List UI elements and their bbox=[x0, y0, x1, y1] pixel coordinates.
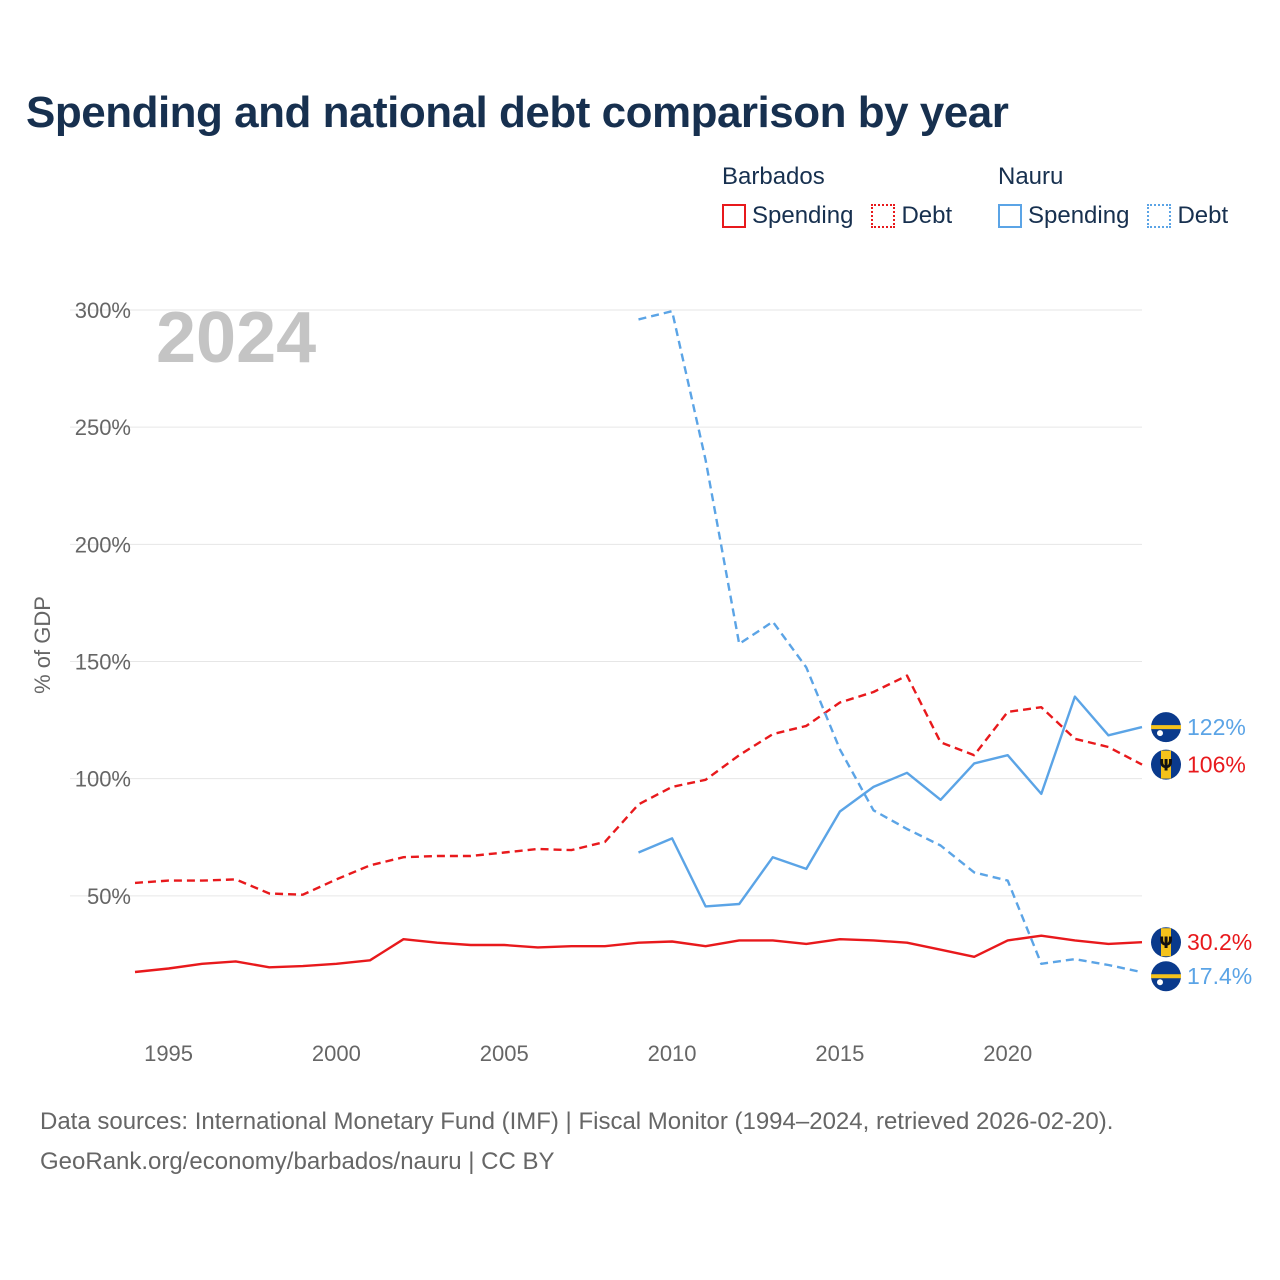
flag-stripe bbox=[1151, 725, 1181, 730]
end-value-label: 122% bbox=[1187, 714, 1246, 740]
series-line-nauru-debt bbox=[638, 310, 1143, 974]
legend-swatch-dotted-icon bbox=[871, 204, 896, 228]
legend-label: Debt bbox=[901, 202, 953, 229]
legend-group-nauru: Nauru Spending Debt bbox=[998, 160, 1246, 230]
footer-source: Data sources: International Monetary Fun… bbox=[40, 1108, 1114, 1135]
x-tick-label: 2010 bbox=[648, 1041, 697, 1066]
x-tick-label: 2005 bbox=[480, 1041, 529, 1066]
legend-swatch-dotted-icon bbox=[1147, 204, 1172, 228]
x-tick-label: 2015 bbox=[815, 1041, 864, 1066]
end-value-label: 106% bbox=[1187, 752, 1246, 778]
y-tick-label: 300% bbox=[75, 298, 131, 323]
footer-credit: GeoRank.org/economy/barbados/nauru | CC … bbox=[40, 1148, 555, 1175]
barbados-flag-icon: Ψ bbox=[1151, 927, 1181, 958]
legend-label: Debt bbox=[1177, 202, 1229, 229]
flag-star bbox=[1157, 979, 1163, 986]
legend-country-barbados: Barbados bbox=[722, 163, 825, 190]
flag-stripe bbox=[1151, 974, 1181, 979]
legend-item-nauru-debt[interactable]: Debt bbox=[1147, 202, 1228, 230]
y-tick-label: 100% bbox=[75, 767, 131, 792]
legend-item-barbados-spending[interactable]: Spending bbox=[722, 202, 853, 230]
chart-title: Spending and national debt comparison by… bbox=[26, 88, 1009, 137]
x-tick-label: 2020 bbox=[983, 1041, 1032, 1066]
series-line-barbados-spending bbox=[134, 934, 1143, 974]
legend-country-nauru: Nauru bbox=[998, 163, 1064, 190]
year-label: 2024 bbox=[156, 298, 316, 378]
nauru-flag-icon bbox=[1151, 712, 1181, 743]
barbados-flag-icon: Ψ bbox=[1151, 749, 1181, 780]
legend-swatch-solid-icon bbox=[722, 204, 746, 228]
flag-band bbox=[1161, 928, 1171, 957]
legend-group-barbados: Barbados Spending Debt bbox=[722, 160, 970, 230]
legend-item-nauru-spending[interactable]: Spending bbox=[998, 202, 1129, 230]
legend-swatch-solid-icon bbox=[998, 204, 1022, 228]
x-tick-label: 1995 bbox=[144, 1041, 193, 1066]
end-value-label: 17.4% bbox=[1187, 963, 1252, 989]
legend-label: Spending bbox=[752, 202, 854, 229]
y-tick-label: 200% bbox=[75, 532, 131, 557]
x-tick-label: 2000 bbox=[312, 1041, 361, 1066]
y-tick-label: 150% bbox=[75, 650, 131, 675]
end-value-label: 30.2% bbox=[1187, 929, 1252, 955]
series-line-barbados-debt bbox=[134, 674, 1143, 896]
y-axis-label: % of GDP bbox=[30, 596, 55, 694]
flag-trident: Ψ bbox=[1159, 933, 1173, 952]
flag-trident: Ψ bbox=[1159, 756, 1173, 775]
nauru-flag-icon bbox=[1151, 961, 1181, 992]
legend-label: Spending bbox=[1028, 202, 1130, 229]
y-tick-label: 50% bbox=[87, 884, 131, 909]
flag-band bbox=[1161, 750, 1171, 779]
flag-star bbox=[1157, 730, 1163, 737]
series-line-nauru-spending bbox=[638, 695, 1143, 908]
y-tick-label: 250% bbox=[75, 415, 131, 440]
legend-item-barbados-debt[interactable]: Debt bbox=[871, 202, 952, 230]
